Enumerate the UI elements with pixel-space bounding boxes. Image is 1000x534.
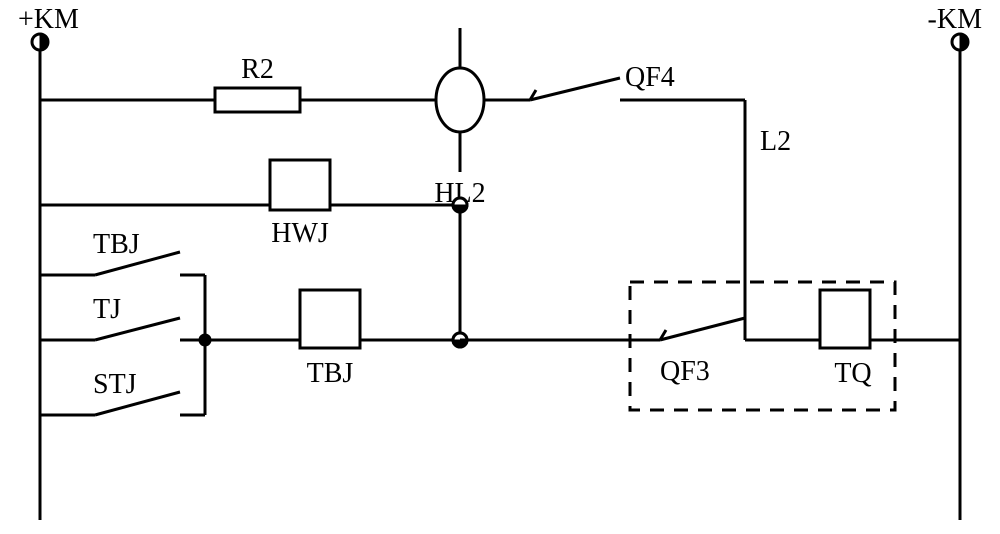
- svg-text:TBJ: TBJ: [307, 358, 354, 389]
- circuit-diagram: +KM-KMR2HL2QF4L2HWJTBJTJSTJTBJQF3TQ: [0, 0, 1000, 534]
- svg-text:R2: R2: [241, 54, 274, 85]
- svg-text:QF3: QF3: [660, 356, 710, 387]
- svg-text:L2: L2: [760, 126, 791, 157]
- svg-text:TJ: TJ: [93, 294, 121, 325]
- svg-text:-KM: -KM: [928, 4, 983, 35]
- svg-text:HWJ: HWJ: [271, 218, 329, 249]
- svg-text:QF4: QF4: [625, 62, 675, 93]
- svg-text:STJ: STJ: [93, 369, 137, 400]
- svg-text:TBJ: TBJ: [93, 229, 140, 260]
- svg-text:TQ: TQ: [834, 358, 871, 389]
- svg-text:+KM: +KM: [18, 4, 79, 35]
